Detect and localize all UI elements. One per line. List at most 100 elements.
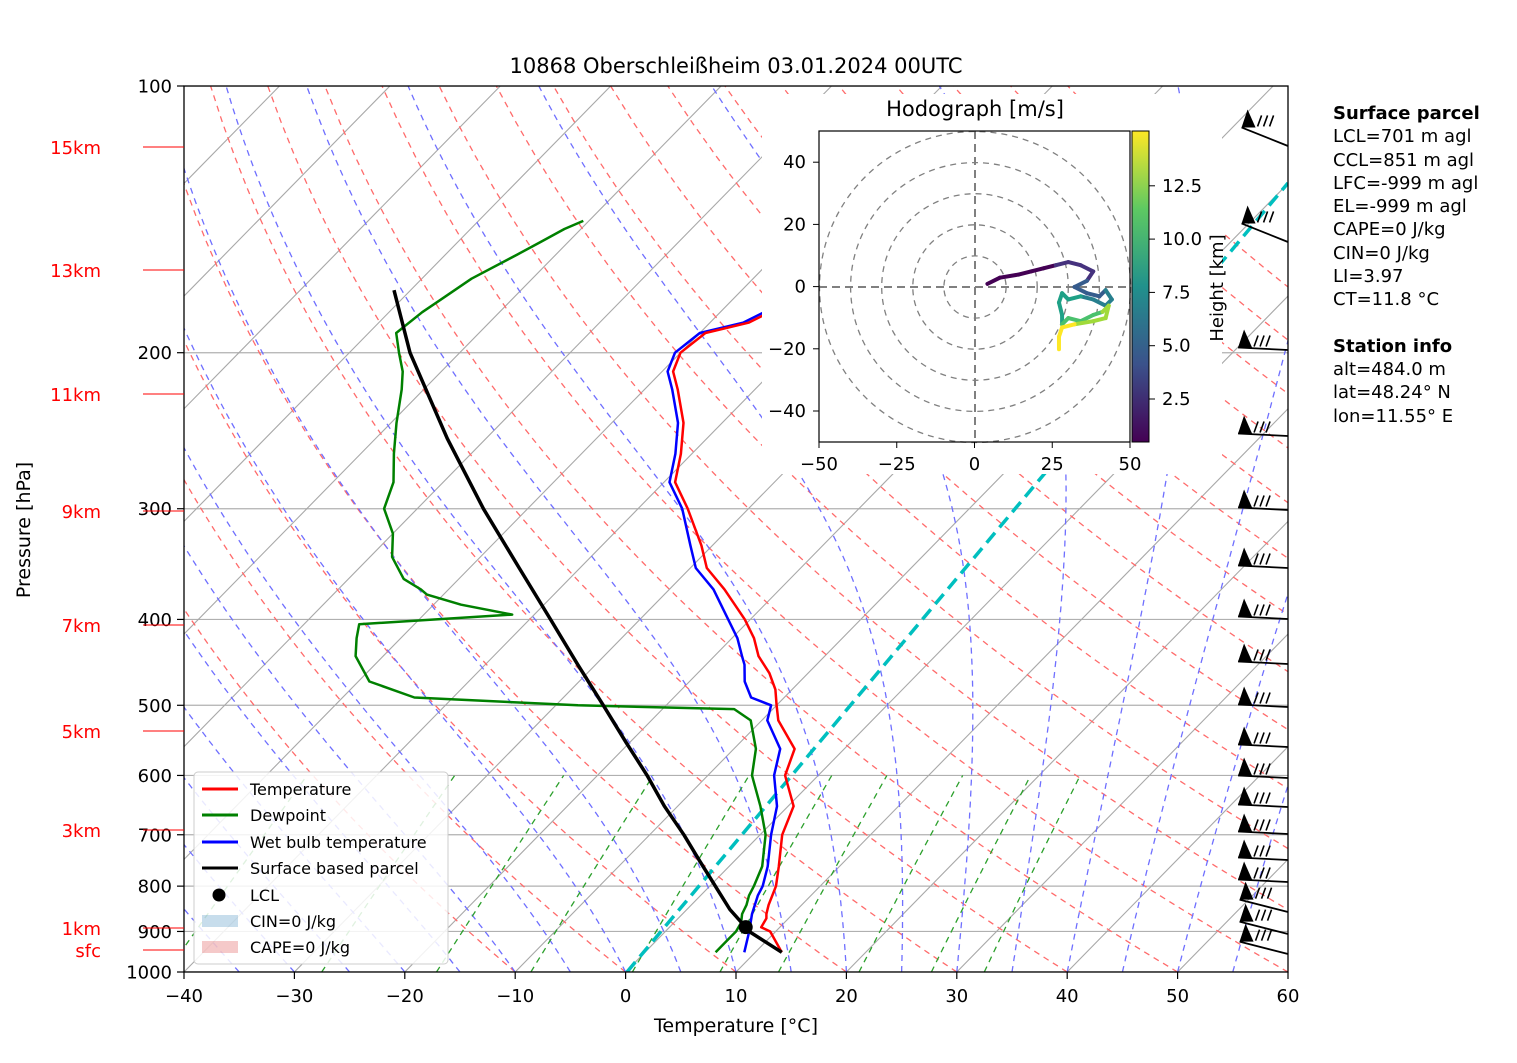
barb-staff [1238, 434, 1288, 436]
barb-pennant [1238, 862, 1252, 880]
x-tick-label: −40 [165, 986, 203, 1007]
barb-feather [1260, 733, 1264, 744]
wind-barb [1238, 490, 1288, 510]
colorbar-label: Height [km] [1207, 234, 1228, 341]
barb-staff [1238, 880, 1288, 882]
barb-pennant [1242, 205, 1256, 223]
x-tick-label: −10 [496, 986, 534, 1007]
colorbar-tick-label: 12.5 [1162, 176, 1202, 197]
height-tick-label: 1km [62, 919, 101, 940]
legend-label-cape: CAPE=0 J/kg [250, 938, 350, 957]
barb-feather [1260, 793, 1264, 804]
wind-barb [1238, 687, 1288, 707]
barb-feather [1266, 336, 1270, 347]
hodograph-y-tick-label: −20 [768, 339, 806, 360]
legend-swatch-cape [202, 941, 238, 953]
barb-staff [1242, 127, 1288, 146]
barb-staff [1238, 617, 1288, 619]
wind-barb [1238, 840, 1288, 860]
surface-parcel-ct: CT=11.8 °C [1333, 288, 1480, 311]
barb-pennant [1242, 109, 1256, 127]
hodograph-y-tick-label: 40 [783, 152, 806, 173]
x-tick-label: 10 [725, 986, 748, 1007]
barb-feather [1266, 496, 1270, 507]
y-tick-label: 900 [138, 922, 172, 943]
surface-parcel-ccl: CCL=851 m agl [1333, 149, 1480, 172]
barb-pennant [1238, 814, 1252, 832]
x-tick-label: −20 [386, 986, 424, 1007]
barb-feather [1260, 496, 1264, 507]
barb-feather [1254, 605, 1258, 616]
legend-label-cin: CIN=0 J/kg [250, 912, 336, 931]
wind-barb [1238, 416, 1288, 436]
barb-feather [1260, 554, 1264, 565]
wind-barb [1238, 330, 1288, 350]
mixing-ratio-line [779, 775, 887, 972]
x-tick-label: 0 [620, 986, 631, 1007]
barb-pennant [1238, 840, 1252, 858]
legend-label-parcel: Surface based parcel [250, 859, 419, 878]
height-tick-label: 5km [62, 722, 101, 743]
hodograph-x-tick-label: −25 [878, 454, 916, 475]
surface-parcel-lfc: LFC=-999 m agl [1333, 172, 1480, 195]
wind-barb [1238, 727, 1288, 747]
y-tick-label: 700 [138, 825, 172, 846]
barb-feather [1264, 115, 1268, 126]
barb-staff [1238, 508, 1288, 510]
mixing-ratio-line [859, 775, 963, 972]
height-tick-label: 15km [50, 138, 101, 159]
barb-pennant [1238, 330, 1252, 348]
legend-swatch-lcl [213, 889, 226, 902]
surface-parcel-li: LI=3.97 [1333, 265, 1480, 288]
barb-feather [1268, 910, 1272, 921]
hodograph-background [762, 94, 1222, 474]
barb-feather [1266, 733, 1270, 744]
y-axis-label: Pressure [hPa] [13, 462, 35, 598]
x-tick-label: 60 [1277, 986, 1300, 1007]
legend-label-wetbulb: Wet bulb temperature [250, 833, 427, 852]
hodograph-x-tick-label: 0 [969, 454, 980, 475]
mixing-ratio-line [632, 775, 749, 972]
barb-staff [1238, 805, 1288, 807]
y-tick-label: 200 [138, 343, 172, 364]
barb-feather [1266, 868, 1270, 879]
x-tick-label: 50 [1166, 986, 1189, 1007]
barb-feather [1268, 888, 1272, 899]
y-tick-label: 500 [138, 696, 172, 717]
x-axis-label: Temperature [°C] [653, 1015, 818, 1037]
wind-barb [1238, 814, 1288, 834]
barb-staff [1238, 348, 1288, 350]
legend: Temperature Dewpoint Wet bulb temperatur… [194, 772, 448, 964]
barb-feather [1262, 910, 1266, 921]
barb-pennant [1238, 758, 1252, 776]
barb-feather [1266, 793, 1270, 804]
legend-swatch-cin [202, 915, 238, 927]
barb-feather [1256, 888, 1260, 899]
wind-barb [1238, 644, 1288, 664]
legend-label-temperature: Temperature [249, 780, 351, 799]
barb-feather [1256, 910, 1260, 921]
x-tick-label: 40 [1056, 986, 1079, 1007]
surface-parcel-el: EL=-999 m agl [1333, 195, 1480, 218]
surface-parcel-cape: CAPE=0 J/kg [1333, 218, 1480, 241]
y-tick-label: 300 [138, 499, 172, 520]
barb-feather [1254, 764, 1258, 775]
height-tick-label: 7km [62, 616, 101, 637]
hodograph-y-tick-label: 0 [795, 277, 806, 298]
colorbar-tick-label: 2.5 [1162, 389, 1191, 410]
barb-feather [1270, 211, 1274, 222]
barb-staff [1238, 832, 1288, 834]
mixing-ratio-line [531, 775, 653, 972]
barb-feather [1254, 336, 1258, 347]
height-tick-label: 9km [62, 502, 101, 523]
barb-staff [1238, 858, 1288, 860]
wind-barb [1238, 548, 1288, 568]
y-tick-label: 1000 [126, 963, 172, 984]
barb-pennant [1238, 548, 1252, 566]
barb-feather [1254, 733, 1258, 744]
y-tick-label: 100 [138, 77, 172, 98]
barb-feather [1254, 496, 1258, 507]
height-tick-label: 11km [50, 385, 101, 406]
